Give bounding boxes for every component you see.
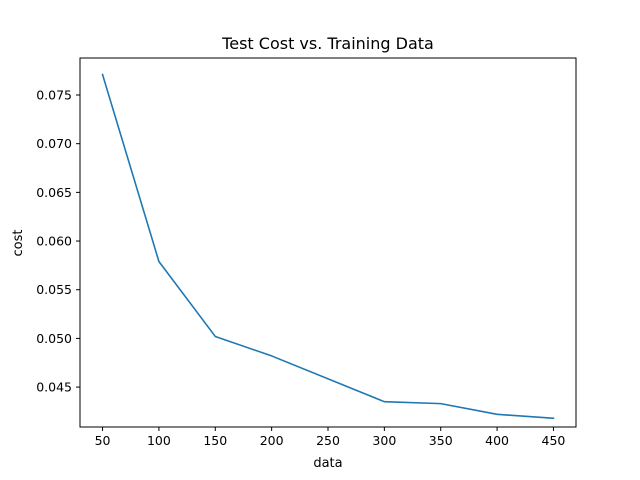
x-tick-label: 400: [485, 433, 509, 448]
x-tick-label: 300: [372, 433, 396, 448]
y-tick-label: 0.045: [36, 380, 72, 395]
y-tick-label: 0.065: [36, 185, 72, 200]
x-tick-label: 350: [429, 433, 453, 448]
series-line: [101, 73, 555, 420]
x-tick-label: 100: [147, 433, 171, 448]
y-tick-label: 0.055: [36, 282, 72, 297]
x-tick-label: 150: [203, 433, 227, 448]
x-tick-label: 250: [316, 433, 340, 448]
plot-frame: [79, 57, 577, 428]
y-axis-label: cost: [11, 230, 26, 257]
chart-title: Test Cost vs. Training Data: [221, 34, 434, 53]
y-tick-label: 0.050: [36, 331, 72, 346]
y-tick-label: 0.070: [36, 136, 72, 151]
y-tick-label: 0.075: [36, 87, 72, 102]
y-tick-label: 0.060: [36, 234, 72, 249]
ticks-layer: 50 100 150 200 250 300 350 400 450 0.045 0.050 0.05…: [36, 87, 565, 448]
series-layer: [101, 73, 555, 420]
x-tick-label: 450: [542, 433, 566, 448]
x-axis-label: data: [313, 456, 342, 471]
x-tick-label: 50: [95, 433, 111, 448]
x-tick-label: 200: [260, 433, 284, 448]
